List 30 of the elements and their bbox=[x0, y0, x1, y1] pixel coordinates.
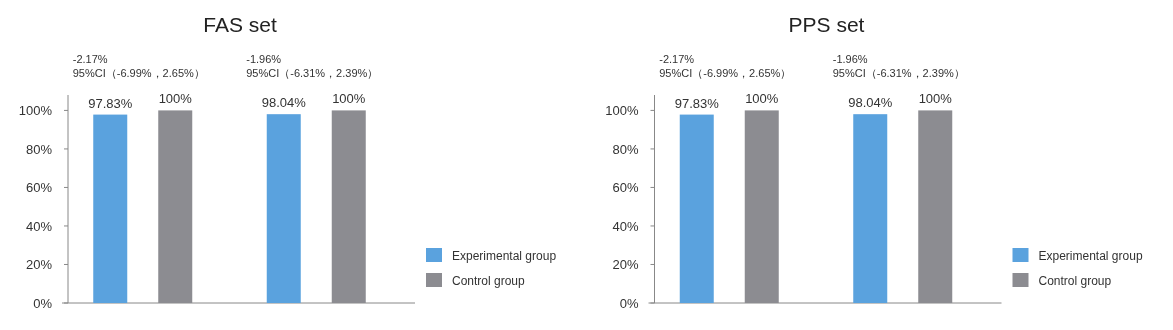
text: 100% bbox=[332, 91, 366, 107]
legend-label: Experimental group bbox=[1038, 249, 1143, 263]
text: -2.17% 95%CI（-6.99%，2.65%） bbox=[72, 53, 205, 79]
legend-label: Control group bbox=[452, 274, 526, 288]
text: 100% bbox=[158, 91, 192, 107]
y-tick-label: 40% bbox=[25, 218, 53, 234]
y-tick-label: 20% bbox=[612, 257, 639, 273]
text: 100% bbox=[745, 91, 779, 107]
text: 97.83% bbox=[88, 95, 133, 111]
text: -1.96% 95%CI（-6.31%，2.39%） bbox=[832, 53, 965, 79]
y-tick-label: 80% bbox=[612, 141, 639, 157]
text: 100% bbox=[918, 91, 952, 107]
y-tick-label: 60% bbox=[612, 180, 639, 196]
text: 98.04% bbox=[848, 95, 893, 111]
chart-title: FAS set bbox=[203, 13, 277, 36]
y-tick-label: 20% bbox=[25, 257, 53, 273]
y-tick-label: 60% bbox=[25, 180, 53, 196]
y-tick-label: 100% bbox=[605, 103, 639, 119]
text: -1.96% 95%CI（-6.31%，2.39%） bbox=[246, 53, 379, 79]
y-tick-label: 80% bbox=[25, 141, 53, 157]
legend-label: Experimental group bbox=[452, 249, 557, 263]
text: 98.04% bbox=[261, 95, 306, 111]
text: 97.83% bbox=[674, 95, 719, 111]
y-tick-label: 0% bbox=[33, 296, 53, 311]
text: -2.17% 95%CI（-6.99%，2.65%） bbox=[659, 53, 792, 79]
y-tick-label: 40% bbox=[612, 218, 639, 234]
y-tick-label: 0% bbox=[619, 296, 639, 311]
chart-title: PPS set bbox=[788, 13, 865, 36]
y-tick-label: 100% bbox=[18, 103, 53, 119]
legend-label: Control group bbox=[1038, 274, 1112, 288]
